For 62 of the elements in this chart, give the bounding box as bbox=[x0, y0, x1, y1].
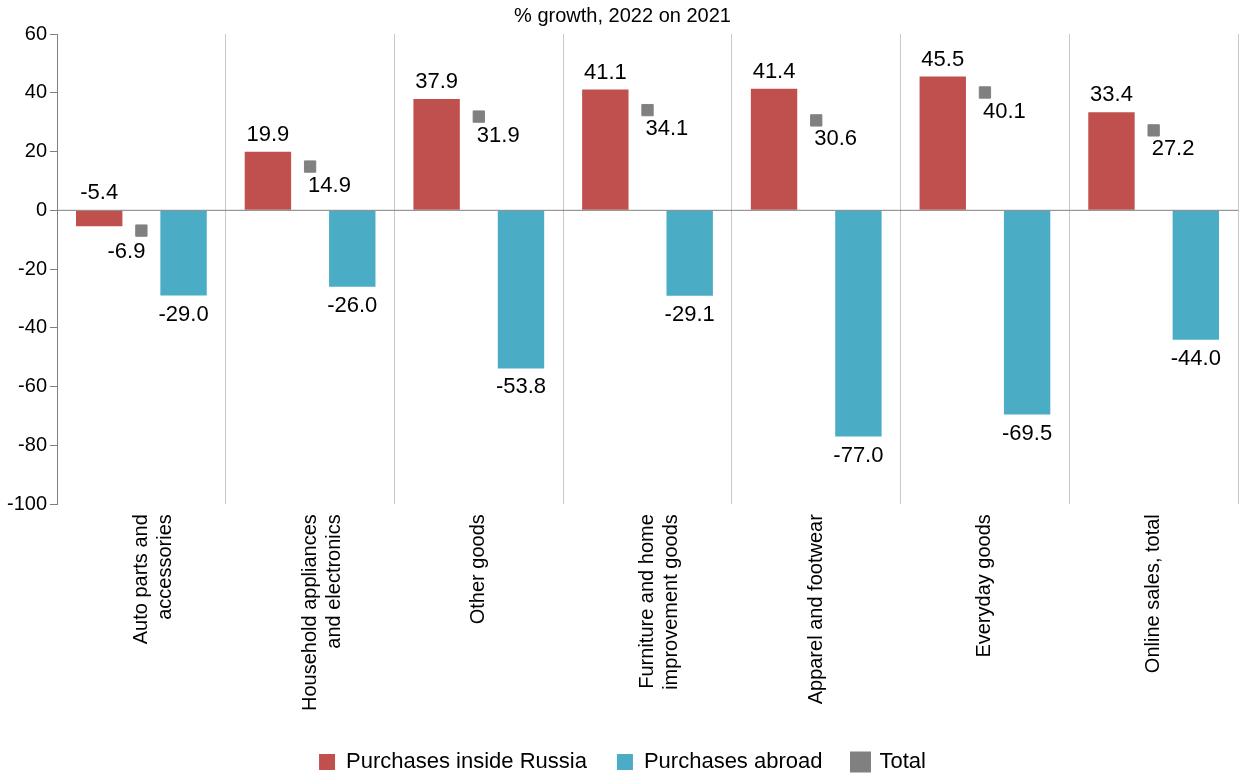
y-tick-label: -40 bbox=[18, 315, 48, 338]
y-tick-label: 60 bbox=[24, 21, 48, 44]
data-label: 40.1 bbox=[982, 97, 1026, 123]
data-label: 33.4 bbox=[1090, 81, 1133, 107]
data-label: -44.0 bbox=[1170, 344, 1221, 370]
bar bbox=[76, 210, 123, 227]
data-label: -5.4 bbox=[80, 179, 119, 205]
x-tick-label: Other goods bbox=[466, 514, 489, 625]
point bbox=[1147, 124, 1160, 137]
y-tick-label: 40 bbox=[24, 80, 48, 103]
bar bbox=[497, 210, 545, 369]
data-label: -6.9 bbox=[107, 237, 146, 263]
data-label: -69.5 bbox=[1002, 419, 1053, 445]
data-label: 19.9 bbox=[246, 120, 290, 146]
data-label: 27.2 bbox=[1151, 135, 1195, 161]
legend-label: Purchases inside Russia bbox=[346, 748, 588, 774]
x-tick-label: Auto parts and accessories bbox=[128, 514, 175, 645]
chart-title: % growth, 2022 on 2021 bbox=[514, 3, 731, 26]
bar bbox=[1172, 210, 1220, 340]
data-label: -29.0 bbox=[158, 300, 209, 326]
y-tick-label: 20 bbox=[24, 139, 48, 162]
data-label: 14.9 bbox=[308, 171, 351, 197]
point bbox=[303, 160, 317, 173]
bar bbox=[1003, 210, 1051, 415]
bar bbox=[750, 88, 798, 210]
data-label: 30.6 bbox=[814, 125, 858, 151]
point bbox=[641, 103, 654, 117]
y-tick-label: -80 bbox=[18, 432, 48, 455]
x-tick-label: Household appliances and electronics bbox=[297, 514, 344, 712]
data-label: 45.5 bbox=[921, 45, 965, 71]
data-label: -77.0 bbox=[833, 441, 884, 467]
point bbox=[472, 110, 485, 123]
y-tick-label: -60 bbox=[18, 374, 48, 397]
data-label: -53.8 bbox=[495, 373, 547, 399]
x-tick-label: Online sales, total bbox=[1141, 514, 1164, 674]
data-label: 37.9 bbox=[415, 68, 459, 94]
data-label: 41.4 bbox=[752, 57, 796, 83]
bar bbox=[329, 210, 376, 287]
data-label: 31.9 bbox=[476, 121, 520, 147]
x-tick-label: Apparel and footwear bbox=[803, 513, 826, 705]
bar bbox=[582, 89, 629, 210]
bar bbox=[244, 151, 292, 210]
x-tick-label: Furniture and home improvement goods bbox=[635, 514, 682, 690]
data-label: -26.0 bbox=[327, 291, 378, 317]
data-label: -29.1 bbox=[664, 300, 715, 326]
bar bbox=[666, 210, 713, 296]
x-tick-label: Everyday goods bbox=[972, 514, 995, 658]
y-tick-label: -20 bbox=[18, 256, 48, 279]
bar bbox=[1088, 112, 1135, 210]
y-tick-label: -100 bbox=[7, 491, 48, 514]
legend-label: Total bbox=[879, 748, 926, 774]
legend-label: Purchases abroad bbox=[643, 748, 823, 774]
point bbox=[810, 114, 823, 127]
bar bbox=[835, 210, 882, 437]
data-label: 41.1 bbox=[583, 58, 627, 84]
point bbox=[978, 86, 992, 99]
bar bbox=[919, 76, 966, 210]
bar bbox=[160, 210, 207, 296]
data-label: 34.1 bbox=[645, 115, 689, 141]
point bbox=[135, 224, 148, 237]
bar bbox=[413, 98, 460, 210]
y-tick-label: 0 bbox=[35, 197, 48, 220]
